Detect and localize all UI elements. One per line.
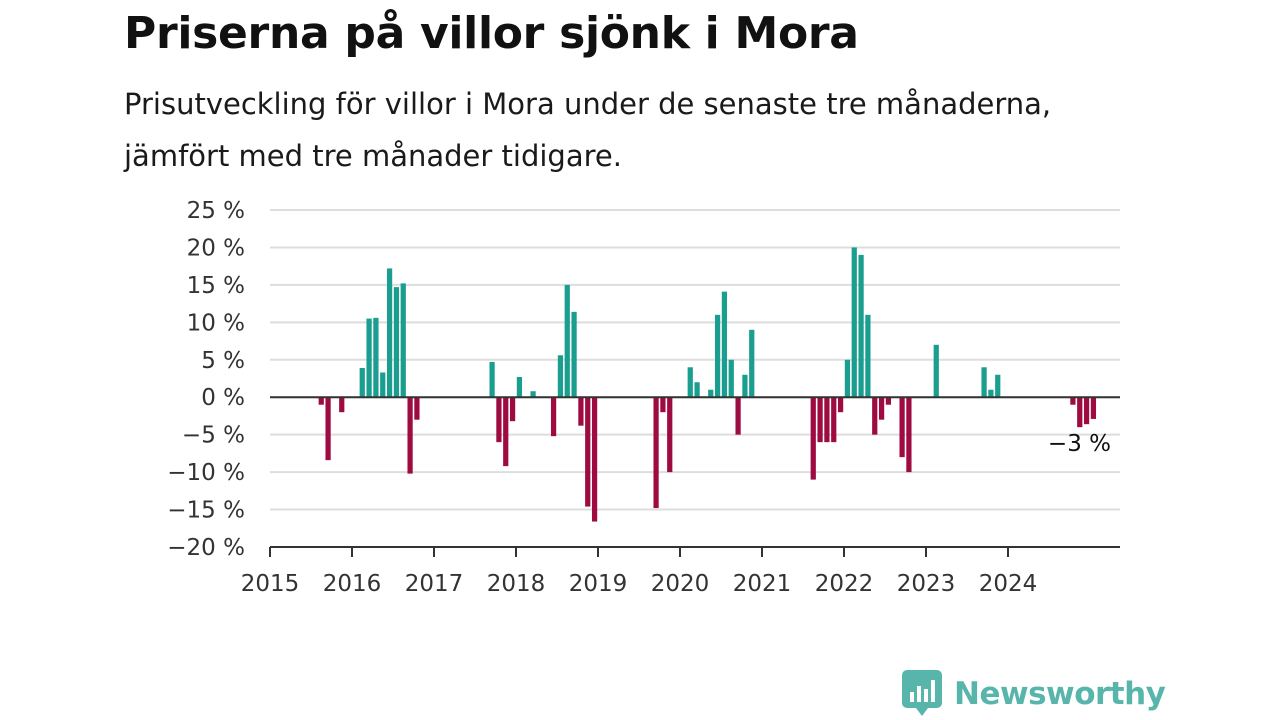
x-tick-label: 2018 [487, 571, 546, 597]
bar [667, 397, 673, 473]
y-tick-label: −5 % [182, 423, 245, 449]
bar [653, 397, 659, 509]
x-tick-label: 2017 [405, 571, 464, 597]
bar [817, 397, 823, 443]
bar [339, 397, 345, 413]
bar [1090, 397, 1097, 419]
bar [735, 397, 741, 435]
bar-chart-speech-bubble-icon [902, 670, 942, 716]
chart-subtitle: Prisutveckling för villor i Mora under d… [124, 87, 1052, 173]
bar [878, 397, 885, 420]
x-tick-label: 2023 [897, 571, 956, 597]
bar [530, 391, 536, 398]
bar [872, 397, 878, 435]
bar [1070, 397, 1076, 405]
chart-title: Priserna på villor sjönk i Mora [124, 8, 859, 59]
y-tick-label: −20 % [167, 535, 245, 561]
x-tick-label: 2022 [815, 571, 874, 597]
bar [851, 247, 857, 398]
y-tick-label: 20 % [187, 235, 245, 261]
bar [988, 389, 994, 398]
y-tick-label: 10 % [187, 310, 245, 336]
x-tick-label: 2019 [569, 571, 628, 597]
bar [489, 362, 495, 398]
x-tick-label: 2015 [241, 571, 300, 597]
bar [407, 397, 413, 474]
bar [865, 314, 871, 398]
x-tick-label: 2020 [651, 571, 710, 597]
bar [496, 397, 502, 443]
bar [660, 397, 666, 413]
bar [933, 344, 939, 398]
y-tick-label: 25 % [187, 198, 245, 224]
bar [844, 359, 851, 398]
bar [687, 367, 693, 398]
bar [728, 359, 734, 398]
y-tick-label: 0 % [201, 385, 245, 411]
bar [906, 397, 912, 473]
bar [1083, 397, 1090, 425]
bar [885, 397, 892, 405]
bar [1077, 397, 1083, 428]
bar [708, 389, 714, 398]
x-tick-label: 2021 [733, 571, 792, 597]
bar [509, 397, 516, 422]
bar [571, 311, 577, 398]
bar [578, 397, 584, 426]
bar [380, 372, 386, 398]
newsworthy-logo: Newsworthy [902, 670, 1166, 718]
x-tick-label: 2024 [979, 571, 1038, 597]
bar [557, 355, 564, 398]
bar [995, 374, 1001, 398]
y-tick-label: −15 % [167, 498, 245, 524]
bar [694, 382, 700, 398]
bar [721, 291, 728, 398]
bar [366, 318, 372, 398]
bar [359, 368, 365, 398]
x-tick-label: 2016 [323, 571, 382, 597]
bar [837, 397, 844, 413]
bar [414, 397, 420, 420]
y-tick-label: 5 % [201, 348, 245, 374]
y-tick-label: 15 % [187, 273, 245, 299]
bar [516, 377, 523, 398]
bar [373, 317, 379, 398]
bar [742, 374, 748, 398]
last-value-label: −3 % [1048, 431, 1111, 457]
bar [564, 284, 570, 398]
bar [400, 283, 406, 398]
bar [393, 287, 400, 398]
bar [749, 329, 755, 398]
bar [318, 397, 324, 405]
bar [550, 397, 557, 437]
bar [824, 397, 830, 443]
bar [325, 397, 331, 461]
bar [591, 397, 598, 522]
brand-name: Newsworthy [954, 676, 1166, 712]
bar [858, 254, 864, 398]
bar [899, 397, 905, 458]
y-tick-label: −10 % [167, 460, 245, 486]
bar [981, 367, 987, 398]
bar [831, 397, 837, 443]
bar [386, 268, 393, 398]
bar [810, 397, 816, 480]
bar [503, 397, 509, 467]
bar [585, 397, 591, 507]
bar [714, 314, 721, 398]
